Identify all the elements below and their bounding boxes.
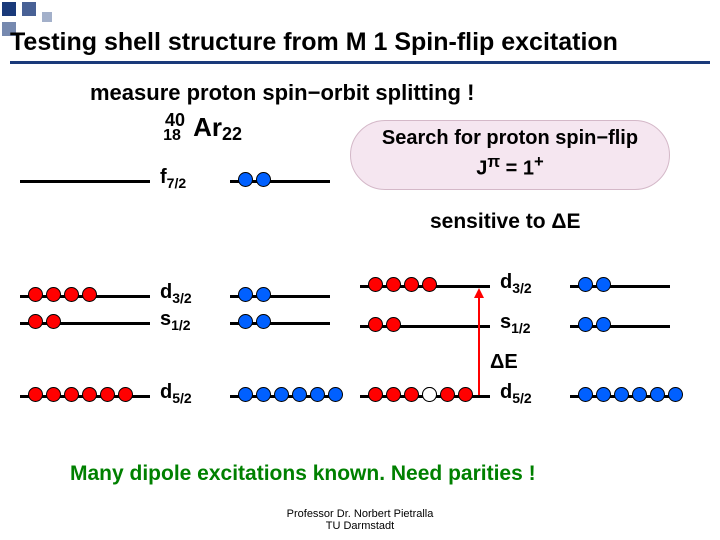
proton-dot (404, 277, 419, 292)
neutron-dot (238, 287, 253, 302)
proton-dot (28, 314, 43, 329)
proton-dot (64, 287, 79, 302)
neutron-dot (596, 387, 611, 402)
proton-dot (458, 387, 473, 402)
level-label: f7/2 (160, 166, 186, 191)
neutron-dot (650, 387, 665, 402)
transition-arrow (478, 290, 480, 395)
isotope-n: 22 (222, 124, 242, 144)
proton-dot (368, 317, 383, 332)
delta-e-label: ΔE (490, 351, 518, 374)
footer: Professor Dr. Norbert Pietralla TU Darms… (0, 508, 720, 532)
deco-sq (2, 2, 16, 16)
level-label: s1/2 (500, 311, 531, 336)
neutron-dot (578, 277, 593, 292)
bottom-text: Many dipole excitations known. Need pari… (70, 462, 536, 486)
neutron-dot (668, 387, 683, 402)
neutron-dot (238, 172, 253, 187)
proton-dot (440, 387, 455, 402)
neutron-dot (614, 387, 629, 402)
proton-dot (422, 277, 437, 292)
proton-dot (404, 387, 419, 402)
level-label: d3/2 (500, 271, 532, 296)
title-bar: Testing shell structure from M 1 Spin-fl… (10, 28, 710, 64)
neutron-dot (328, 387, 343, 402)
page-title: Testing shell structure from M 1 Spin-fl… (10, 28, 618, 56)
proton-dot (64, 387, 79, 402)
proton-dot (118, 387, 133, 402)
level-line (20, 180, 150, 183)
deco-sq (42, 12, 52, 22)
arrow-head (474, 288, 484, 298)
proton-dot (28, 387, 43, 402)
neutron-dot (596, 317, 611, 332)
neutron-dot (256, 387, 271, 402)
proton-dot (46, 314, 61, 329)
level-label: d5/2 (160, 381, 192, 406)
proton-dot (46, 287, 61, 302)
hole-dot (422, 387, 437, 402)
proton-dot (82, 387, 97, 402)
proton-dot (28, 287, 43, 302)
footer-line2: TU Darmstadt (0, 520, 720, 532)
neutron-dot (292, 387, 307, 402)
neutron-dot (256, 172, 271, 187)
isotope-element: Ar (193, 112, 222, 142)
proton-dot (46, 387, 61, 402)
search-line1: Search for proton spin−flip (351, 127, 669, 150)
neutron-dot (578, 387, 593, 402)
proton-dot (100, 387, 115, 402)
neutron-dot (310, 387, 325, 402)
level-label: d5/2 (500, 381, 532, 406)
neutron-dot (578, 317, 593, 332)
isotope-label: 40 18 Ar22 (165, 112, 242, 143)
proton-dot (368, 387, 383, 402)
deco-sq (22, 2, 36, 16)
level-diagram: f7/2d3/2s1/2d5/2d3/2s1/2d5/2ΔE (20, 150, 700, 450)
neutron-dot (274, 387, 289, 402)
proton-dot (368, 277, 383, 292)
proton-dot (82, 287, 97, 302)
proton-dot (386, 317, 401, 332)
neutron-dot (632, 387, 647, 402)
proton-dot (386, 387, 401, 402)
neutron-dot (238, 314, 253, 329)
level-label: s1/2 (160, 308, 191, 333)
footer-line1: Professor Dr. Norbert Pietralla (0, 508, 720, 520)
level-label: d3/2 (160, 281, 192, 306)
neutron-dot (238, 387, 253, 402)
neutron-dot (256, 314, 271, 329)
isotope-z: 18 (163, 127, 181, 144)
proton-dot (386, 277, 401, 292)
neutron-dot (596, 277, 611, 292)
corner-decoration (0, 0, 110, 30)
subtitle: measure proton spin−orbit splitting ! (90, 80, 474, 106)
neutron-dot (256, 287, 271, 302)
